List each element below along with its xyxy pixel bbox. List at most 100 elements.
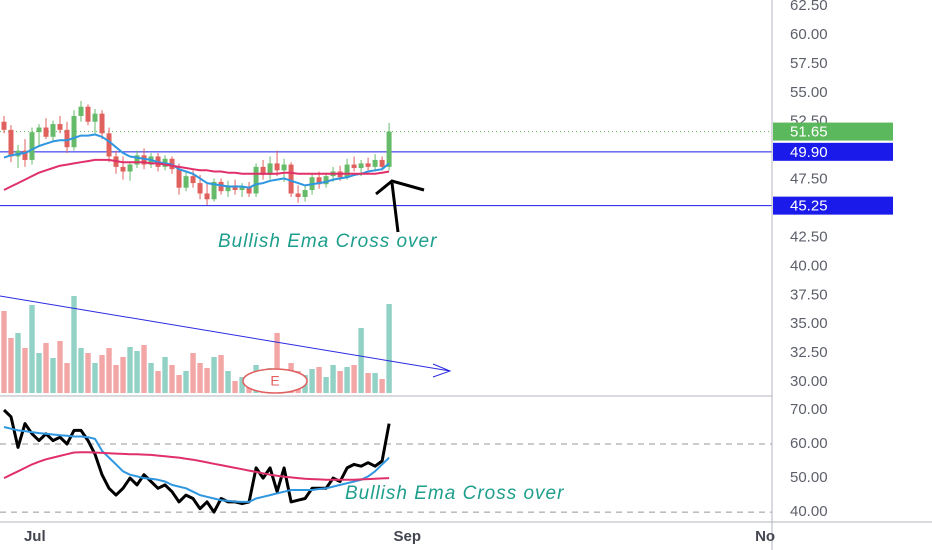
candle-body [106,133,112,157]
y-tick-label: 32.50 [790,344,828,361]
candle-body [218,181,224,192]
last-price-label: 51.65 [790,124,828,141]
annotation: Bullish Ema Cross over [345,483,564,504]
volume-bar [344,367,350,393]
candle-body [1,121,7,130]
candle-body [365,163,371,167]
volume-bar [211,357,217,393]
volume-bar [85,353,91,393]
level-label: 45.25 [790,198,828,215]
volume-bar [120,357,126,393]
candle-body [64,129,70,148]
candle-body [246,186,252,194]
candle-body [57,124,63,130]
candle-body [120,166,126,172]
volume-bar [57,341,63,393]
candle-body [274,163,280,171]
volume-bar [169,365,175,393]
candle-body [8,129,14,157]
candle-body [288,164,294,194]
level-box [773,142,893,161]
candle-body [316,177,322,185]
level-box [773,196,893,215]
trend-line [0,295,452,378]
volume-bar [386,304,392,393]
volume-bar [106,348,112,393]
candle-body [50,124,56,137]
volume-bar [239,377,245,393]
y-tick-label: 37.50 [790,286,828,303]
candle-body [85,106,91,122]
volume-bar [379,379,385,393]
volume-bar [351,365,357,393]
candle-body [141,155,147,165]
candle-body [386,131,392,167]
candle-body [351,164,357,169]
y-tick-label: 55.00 [790,84,828,101]
candle-body [43,127,49,137]
volume-bar [316,367,322,393]
event-label: E [270,373,279,389]
candle-body [267,163,273,175]
candle-body [204,193,210,200]
candle-body [78,106,84,116]
candle-body [176,169,182,188]
volume-bar [36,353,42,393]
volume-bar [141,345,147,393]
y-tick-label: 70.00 [790,401,828,418]
volume-bar [92,363,98,393]
candle-body [36,127,42,133]
volume-bar [225,371,231,393]
volume-bar [78,348,84,393]
last-price-box [773,122,893,141]
ema-line [3,133,390,189]
volume-bar [127,347,133,393]
indicator-line [3,451,390,481]
y-tick-label: 40.00 [790,257,828,274]
annotation: Bullish Ema Cross over [218,231,437,252]
candle-body [239,186,245,191]
volume-bar [155,371,161,393]
candle-body [99,113,105,134]
volume-bar [50,358,56,393]
candle-body [71,115,77,148]
candle-body [190,176,196,184]
candle-body [281,164,287,171]
volume-bar [232,381,238,393]
volume-bar [43,343,49,393]
volume-bar [330,365,336,393]
volume-bar [8,338,14,393]
candle-body [253,166,259,194]
level-label: 49.90 [790,144,828,161]
volume-bar [358,328,364,393]
candle-body [22,150,28,160]
volume-bar [197,363,203,393]
volume-bar [162,357,168,393]
y-tick-label: 50.00 [790,469,828,486]
candle-body [92,113,98,122]
candle-body [358,163,364,169]
plot-layer [0,100,772,514]
y-tick-label: 42.50 [790,228,828,245]
axis-layer: 30.0032.5035.0037.5040.0042.5045.0047.50… [773,0,893,520]
price-axis-panel [772,0,932,550]
arrow [375,179,425,233]
y-tick-label: 30.00 [790,373,828,390]
y-tick-label: 62.50 [790,0,828,14]
x-tick-label: Sep [394,528,422,545]
y-tick-label: 35.00 [790,315,828,332]
volume-bar [29,305,35,393]
candle-body [232,185,238,191]
volume-bar [134,351,140,393]
x-tick-label: Jul [24,528,46,545]
volume-bar [372,373,378,393]
candle-body [197,183,203,194]
candle-body [302,190,308,197]
candle-body [379,159,385,167]
candle-body [211,181,217,200]
candle-body [134,155,140,165]
y-tick-label: 60.00 [790,26,828,43]
candle-body [295,193,301,197]
volume-bar [113,365,119,393]
